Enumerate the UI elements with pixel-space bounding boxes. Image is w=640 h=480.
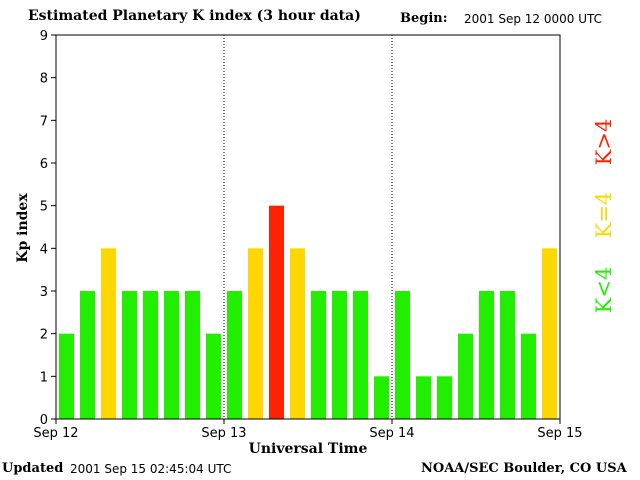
kp-bar [458, 333, 473, 419]
kp-bar [311, 291, 326, 419]
kp-bar [269, 205, 284, 419]
y-tick-label: 7 [40, 114, 48, 129]
y-axis-label: Kp index [15, 193, 31, 263]
y-tick-label: 8 [40, 72, 48, 87]
kp-bar [143, 291, 158, 419]
chart-title: Estimated Planetary K index (3 hour data… [28, 8, 361, 24]
y-tick-label: 0 [40, 413, 48, 428]
kp-bar [122, 291, 137, 419]
y-tick-label: 6 [40, 157, 48, 172]
legend-item: K>4 [592, 119, 616, 166]
kp-bar [479, 291, 494, 419]
y-tick-label: 4 [40, 242, 48, 257]
begin-value: 2001 Sep 12 0000 UTC [464, 12, 603, 26]
y-tick-label: 3 [40, 285, 48, 300]
kp-bar [500, 291, 515, 419]
kp-bar [395, 291, 410, 419]
x-tick-label: Sep 15 [537, 426, 582, 441]
kp-bar [101, 248, 116, 419]
kp-bar [374, 376, 389, 419]
kp-bar [290, 248, 305, 419]
kp-bar [206, 333, 221, 419]
begin-label: Begin: [400, 11, 448, 26]
y-tick-label: 5 [40, 200, 48, 215]
kp-bar [185, 291, 200, 419]
credit-text: NOAA/SEC Boulder, CO USA [421, 461, 627, 476]
x-tick-label: Sep 13 [201, 426, 246, 441]
x-tick-label: Sep 12 [33, 426, 78, 441]
kp-bar [437, 376, 452, 419]
y-tick-label: 1 [40, 370, 48, 385]
updated-value: 2001 Sep 15 02:45:04 UTC [70, 462, 232, 476]
kp-bar [164, 291, 179, 419]
legend-item: K=4 [592, 192, 616, 239]
y-tick-label: 9 [40, 29, 48, 44]
legend-item: K<4 [592, 267, 616, 314]
kp-bar [521, 333, 536, 419]
kp-bar [332, 291, 347, 419]
kp-bar [542, 248, 557, 419]
updated-label: Updated [2, 461, 64, 476]
kp-bar [416, 376, 431, 419]
x-tick-label: Sep 14 [369, 426, 414, 441]
kp-bar [227, 291, 242, 419]
kp-bar [353, 291, 368, 419]
x-axis-label: Universal Time [249, 441, 368, 457]
y-tick-label: 2 [40, 328, 48, 343]
kp-bar [59, 333, 74, 419]
kp-bar [248, 248, 263, 419]
kp-bar [80, 291, 95, 419]
plot-frame [55, 34, 561, 420]
